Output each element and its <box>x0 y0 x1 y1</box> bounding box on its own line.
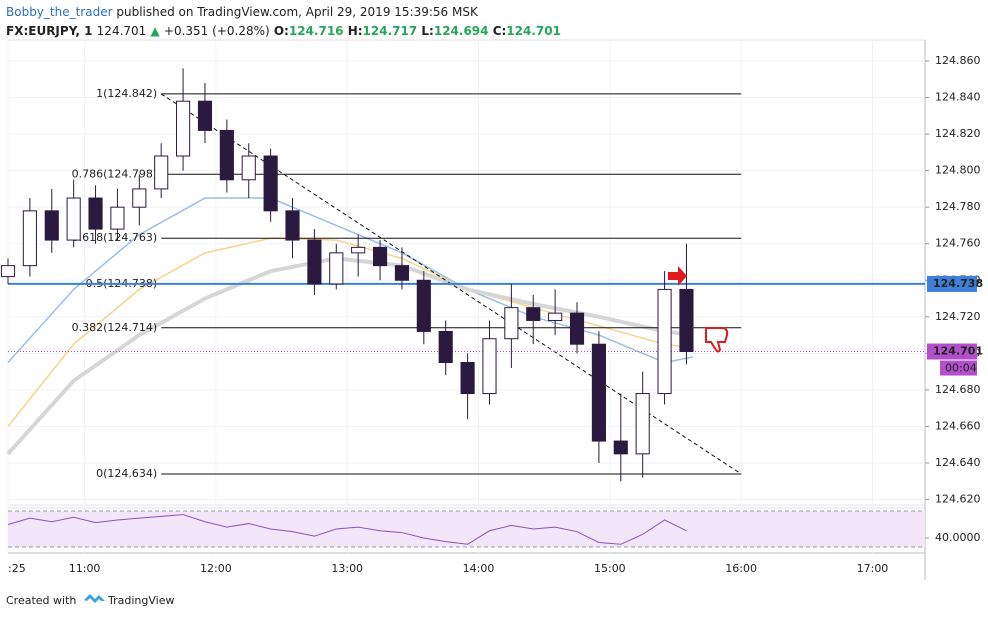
footer-prefix: Created with <box>6 594 76 607</box>
author[interactable]: Bobby_the_trader <box>6 5 113 19</box>
rsi-line <box>7 514 687 545</box>
candle-body <box>613 440 628 455</box>
red-arrow <box>668 266 687 286</box>
ohlc-label: O: <box>274 24 289 38</box>
y-tick-label: 124.720 <box>935 310 981 323</box>
candle-body <box>154 155 169 190</box>
header-line: Bobby_the_trader published on TradingVie… <box>6 5 479 19</box>
candle-body <box>416 279 431 332</box>
candle-body <box>110 206 125 230</box>
candle-body <box>132 188 147 208</box>
ohlc-value: 124.716 <box>289 24 344 38</box>
candle-body <box>263 155 278 212</box>
symbol-line: FX:EURJPY, 1 124.701 ▲ +0.351 (+0.28%) O… <box>6 24 561 38</box>
ohlc-value: 124.694 <box>434 24 489 38</box>
candle-body <box>635 393 650 455</box>
candle-body <box>329 252 344 285</box>
x-tick-label: 16:00 <box>725 562 757 575</box>
price-tag-label: 124.738 <box>933 277 983 290</box>
moving-average <box>7 197 694 364</box>
thumbs-down <box>705 327 729 353</box>
candle-body <box>438 330 453 363</box>
price-tag <box>927 275 977 292</box>
candle-body <box>66 197 81 241</box>
fib-label: 0.382(124.714) <box>72 321 158 334</box>
y-tick-label: 124.780 <box>935 200 981 213</box>
y-tick-label: 124.820 <box>935 127 981 140</box>
ohlc-label: H: <box>348 24 363 38</box>
candle-body <box>526 307 541 321</box>
price-tag <box>927 343 977 360</box>
ohlc-value: 124.701 <box>506 24 561 38</box>
tv-logo <box>84 594 105 603</box>
countdown: 00:04 <box>945 362 977 375</box>
x-tick-label: 15:00 <box>594 562 626 575</box>
candle-body <box>482 338 497 395</box>
ohlc-label: C: <box>493 24 507 38</box>
candle-body <box>657 288 672 395</box>
moving-average <box>7 237 694 427</box>
candle-body <box>88 197 103 230</box>
footer: Created with <box>6 594 76 607</box>
candle-body <box>569 312 585 345</box>
candle-body <box>504 307 519 340</box>
ohlc-value: 124.717 <box>363 24 418 38</box>
y-tick-label: 124.680 <box>935 383 981 396</box>
candle-body <box>591 343 606 442</box>
last: 124.701 <box>97 24 147 38</box>
candle-body <box>285 210 300 241</box>
candle-body <box>351 246 366 254</box>
fib-label: 0(124.634) <box>96 467 157 480</box>
candle-body <box>307 239 322 285</box>
ohlc-label: L: <box>421 24 433 38</box>
rsi-band <box>8 510 925 547</box>
candle-body <box>197 100 213 131</box>
x-tick-label: 11:00 <box>69 562 101 575</box>
fib-label: 0.618(124.763) <box>72 231 158 244</box>
fib-label: 1(124.842) <box>96 87 157 100</box>
x-tick-label: 13:00 <box>331 562 363 575</box>
candle-body <box>679 288 694 353</box>
fib-label: 0.786(124.798) <box>72 167 158 180</box>
candle-body <box>176 100 191 157</box>
candle-body <box>460 361 475 395</box>
footer-brand[interactable]: TradingView <box>107 594 174 607</box>
x-tick-label: :25 <box>8 562 26 575</box>
x-tick-label: 12:00 <box>200 562 232 575</box>
candle-body <box>372 246 388 267</box>
candle-body <box>219 129 234 181</box>
y-tick-label: 40.0000 <box>935 531 981 544</box>
x-tick-label: 14:00 <box>463 562 495 575</box>
price-tag-label: 124.701 <box>933 345 983 358</box>
candle-body <box>548 312 563 321</box>
y-tick-label: 124.640 <box>935 456 981 469</box>
moving-average <box>6 256 694 456</box>
plot: 124.620124.640124.660124.680124.700124.7… <box>0 40 983 575</box>
y-tick-label: 124.840 <box>935 91 981 104</box>
y-tick-label: 124.860 <box>935 54 981 67</box>
symbol: FX:EURJPY, 1 <box>6 24 92 38</box>
change: +0.351 (+0.28%) <box>164 24 270 38</box>
published: published on TradingView.com, April 29, … <box>116 5 479 19</box>
candle-body <box>22 210 37 267</box>
y-tick-label: 124.660 <box>935 419 981 432</box>
ohlc: O:124.716 H:124.717 L:124.694 C:124.701 <box>270 24 561 38</box>
candle-body <box>0 265 16 278</box>
x-tick-label: 17:00 <box>857 562 889 575</box>
candle-body <box>241 155 256 181</box>
y-tick-label: 124.800 <box>935 164 981 177</box>
y-tick-label: 124.760 <box>935 237 981 250</box>
candle-body <box>44 210 59 241</box>
candle-body <box>394 265 410 281</box>
up-arrow: ▲ <box>150 24 160 38</box>
countdown-tag <box>940 360 977 376</box>
y-tick-label: 124.620 <box>935 493 981 506</box>
